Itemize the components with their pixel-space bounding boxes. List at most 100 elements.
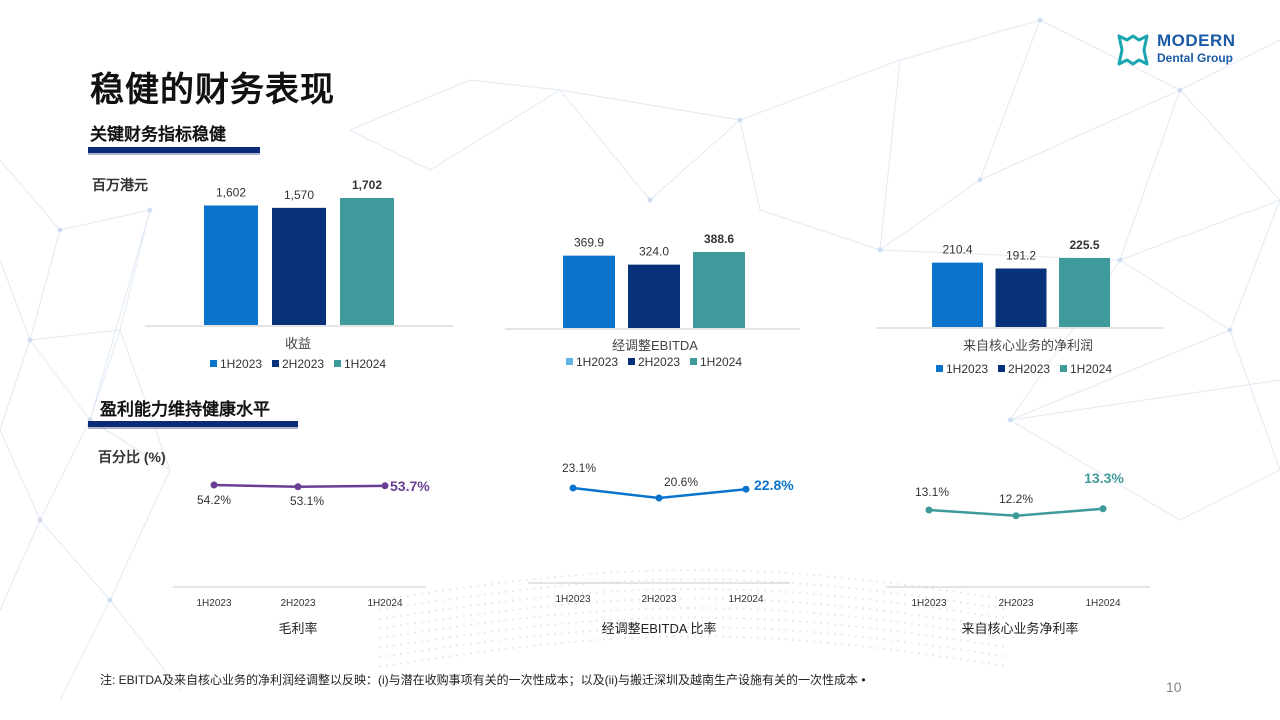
background-dot: [553, 642, 557, 645]
section-underline: [88, 147, 260, 155]
background-dot: [749, 636, 753, 639]
tick-label: 1H2023: [555, 594, 590, 605]
background-dot: [903, 593, 907, 596]
background-dot: [854, 606, 858, 609]
background-dot: [455, 616, 459, 619]
background-dot: [455, 654, 459, 657]
background-dot: [833, 613, 837, 617]
background-dot: [469, 614, 473, 617]
background-dot: [847, 643, 851, 647]
background-dot: [707, 606, 711, 610]
background-dot: [833, 594, 837, 598]
background-dot: [539, 624, 543, 628]
background-dot: [910, 632, 914, 635]
background-dot: [609, 599, 613, 603]
background-dot: [840, 643, 844, 646]
background-dot: [924, 643, 928, 646]
background-dot: [588, 629, 592, 633]
background-dot: [714, 597, 718, 600]
background-dot: [616, 570, 620, 574]
background-dot: [875, 627, 879, 631]
background-dot: [469, 585, 473, 589]
background-dot: [462, 586, 466, 589]
background-dot: [504, 581, 508, 584]
background-dot: [511, 646, 515, 650]
background-dot: [392, 653, 396, 657]
background-dot: [854, 587, 858, 590]
background-dot: [490, 611, 494, 614]
background-dot: [581, 573, 585, 576]
background-dot: [595, 572, 599, 575]
background-dot: [497, 629, 501, 632]
background-dot: [672, 635, 676, 638]
background-dot: [1001, 635, 1005, 639]
background-dot: [399, 643, 403, 646]
background-dot: [630, 617, 634, 621]
background-dot: [819, 622, 823, 625]
background-dot: [910, 594, 914, 597]
background-dot: [693, 587, 697, 591]
background-dot: [469, 595, 473, 598]
background-dot: [525, 616, 529, 620]
background-dot: [791, 581, 795, 585]
background-dot: [756, 608, 760, 611]
data-label: 1,602: [216, 185, 246, 199]
background-dot: [917, 652, 921, 655]
background-dot: [525, 645, 529, 648]
background-dot: [644, 569, 648, 573]
background-dot: [560, 622, 564, 626]
background-dot: [574, 621, 578, 624]
background-dot: [889, 601, 893, 604]
background-dot: [602, 590, 606, 594]
data-label: 1,702: [352, 178, 382, 192]
background-dot: [966, 621, 970, 624]
background-dot: [644, 607, 648, 611]
background-dot: [637, 579, 641, 582]
background-dot: [714, 616, 718, 619]
background-dot: [511, 627, 515, 631]
background-dot: [483, 593, 487, 596]
background-dot: [623, 589, 627, 593]
background-dot: [560, 613, 564, 616]
background-dot: [833, 604, 837, 607]
background-dot: [441, 627, 445, 630]
background-dot: [532, 625, 536, 628]
background-dot: [399, 652, 403, 656]
background-dot: [700, 606, 704, 610]
background-dot: [539, 634, 543, 637]
background-dot: [378, 646, 382, 649]
background-dot: [392, 596, 396, 600]
background-dot: [798, 582, 802, 585]
background-dot: [980, 651, 984, 655]
background-dot: [868, 589, 872, 592]
background-dot: [854, 634, 858, 638]
background-dot: [910, 603, 914, 607]
background-dot: [861, 578, 865, 582]
background-dot: [889, 648, 893, 651]
background-dot: [490, 582, 494, 586]
background-dot: [525, 578, 529, 582]
background-dot: [973, 641, 977, 644]
background-dot: [875, 618, 879, 621]
background-dot: [1001, 597, 1005, 601]
background-dot: [399, 595, 403, 599]
background-dot: [756, 570, 760, 573]
background-dot: [637, 617, 641, 620]
background-dot: [406, 651, 410, 655]
background-dot: [700, 616, 704, 619]
background-dot: [714, 625, 718, 629]
background-dot: [504, 628, 508, 632]
section-title-key-metrics: 关键财务指标稳健: [90, 125, 226, 144]
background-dot: [749, 598, 753, 601]
background-dot: [504, 619, 508, 622]
background-dot: [427, 658, 431, 661]
background-dot: [483, 583, 487, 587]
background-dot: [630, 598, 634, 602]
background-dot: [833, 632, 837, 636]
background-dot: [959, 610, 963, 613]
background-dot: [973, 612, 977, 615]
background-dot: [728, 635, 732, 639]
background-dot: [812, 630, 816, 634]
background-dot: [749, 626, 753, 630]
background-dot: [672, 606, 676, 610]
